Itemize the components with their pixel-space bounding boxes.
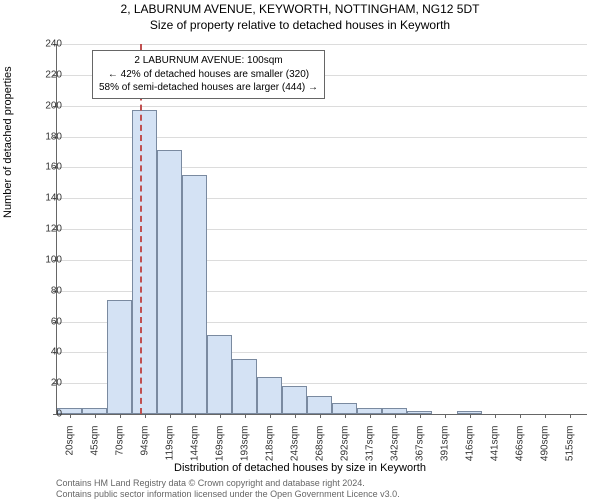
y-tick-label: 180 [32,131,62,142]
y-tick-label: 40 [32,347,62,358]
histogram-bar [232,359,257,415]
x-tick-mark [120,414,121,418]
reference-line [140,44,142,414]
x-tick-mark [470,414,471,418]
x-tick-mark [570,414,571,418]
chart-area: 20sqm45sqm70sqm94sqm119sqm144sqm169sqm19… [56,44,586,414]
x-tick-label: 70sqm [114,426,125,486]
y-tick-label: 80 [32,285,62,296]
y-tick-label: 60 [32,316,62,327]
histogram-bar [107,300,132,414]
x-tick-label: 367sqm [414,426,425,486]
histogram-bar [332,403,357,414]
x-tick-label: 218sqm [264,426,275,486]
histogram-bar [257,377,282,414]
x-tick-mark [295,414,296,418]
x-tick-label: 94sqm [139,426,150,486]
x-tick-label: 144sqm [189,426,200,486]
histogram-bar [182,175,207,414]
x-tick-mark [370,414,371,418]
x-tick-mark [495,414,496,418]
x-tick-label: 441sqm [489,426,500,486]
x-tick-label: 342sqm [389,426,400,486]
x-tick-mark [170,414,171,418]
x-tick-label: 119sqm [164,426,175,486]
x-tick-mark [345,414,346,418]
y-tick-label: 120 [32,224,62,235]
x-tick-label: 45sqm [89,426,100,486]
gridline [57,106,587,107]
y-tick-label: 20 [32,378,62,389]
y-axis-title: Number of detached properties [2,66,14,218]
x-tick-label: 169sqm [214,426,225,486]
x-tick-mark [545,414,546,418]
x-tick-mark [220,414,221,418]
x-tick-label: 317sqm [364,426,375,486]
y-tick-label: 220 [32,69,62,80]
y-tick-label: 100 [32,254,62,265]
info-line-2: ← 42% of detached houses are smaller (32… [99,68,318,82]
y-tick-label: 140 [32,193,62,204]
info-line-1: 2 LABURNUM AVENUE: 100sqm [99,54,318,68]
x-tick-mark [245,414,246,418]
footer-line-1: Contains HM Land Registry data © Crown c… [56,478,400,489]
x-tick-mark [145,414,146,418]
x-axis-title: Distribution of detached houses by size … [0,462,600,474]
footer: Contains HM Land Registry data © Crown c… [56,478,400,501]
footer-line-2: Contains public sector information licen… [56,489,400,500]
x-tick-mark [445,414,446,418]
x-tick-label: 20sqm [64,426,75,486]
chart-container: 2, LABURNUM AVENUE, KEYWORTH, NOTTINGHAM… [0,2,600,502]
x-tick-label: 515sqm [564,426,575,486]
x-tick-mark [420,414,421,418]
x-tick-mark [70,414,71,418]
histogram-bar [157,150,182,414]
x-tick-label: 391sqm [439,426,450,486]
y-tick-label: 0 [32,409,62,420]
y-tick-label: 160 [32,162,62,173]
histogram-bar [282,386,307,414]
x-tick-mark [195,414,196,418]
chart-title-sub: Size of property relative to detached ho… [0,18,600,32]
plot-region: 20sqm45sqm70sqm94sqm119sqm144sqm169sqm19… [56,44,587,415]
y-tick-label: 200 [32,100,62,111]
histogram-bar [307,396,332,415]
x-tick-mark [270,414,271,418]
histogram-bar [207,335,232,414]
x-tick-mark [95,414,96,418]
x-tick-label: 193sqm [239,426,250,486]
histogram-bar [132,110,157,414]
info-line-3: 58% of semi-detached houses are larger (… [99,81,318,95]
x-tick-label: 466sqm [514,426,525,486]
x-tick-label: 490sqm [539,426,550,486]
x-tick-mark [395,414,396,418]
x-tick-label: 292sqm [339,426,350,486]
y-tick-label: 240 [32,39,62,50]
x-tick-mark [520,414,521,418]
x-tick-label: 268sqm [314,426,325,486]
chart-title-main: 2, LABURNUM AVENUE, KEYWORTH, NOTTINGHAM… [0,2,600,16]
x-tick-label: 243sqm [289,426,300,486]
info-box: 2 LABURNUM AVENUE: 100sqm ← 42% of detac… [92,50,325,99]
x-tick-mark [320,414,321,418]
gridline [57,44,587,45]
x-tick-label: 416sqm [464,426,475,486]
